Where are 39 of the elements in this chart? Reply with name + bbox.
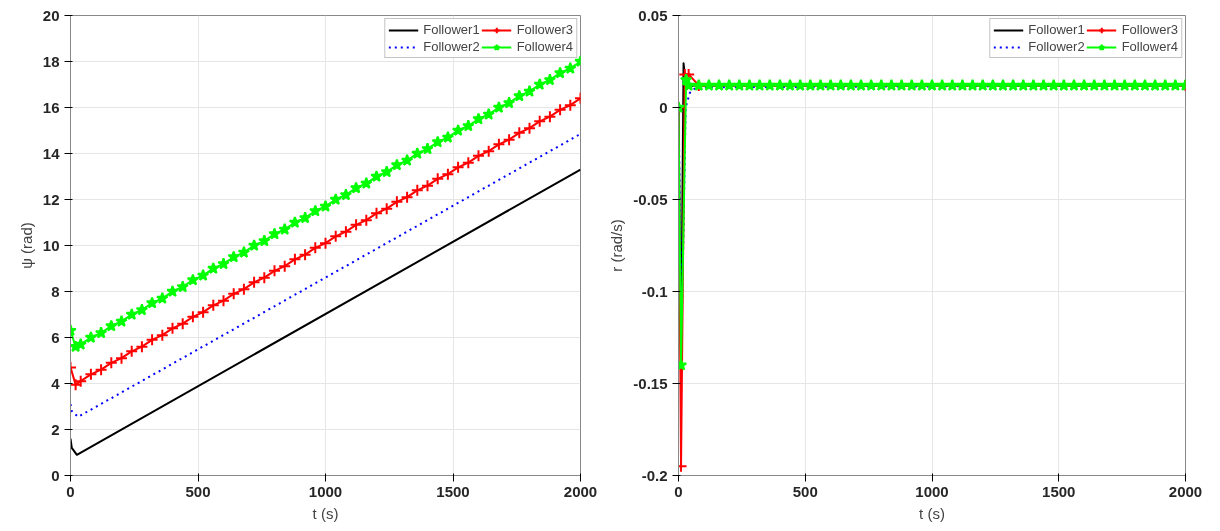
y-tick-label: 0 bbox=[51, 466, 60, 484]
legend-label: Follower1 bbox=[423, 22, 480, 37]
y-tick-label: 0.05 bbox=[638, 6, 668, 24]
y-tick-label: -0.2 bbox=[641, 466, 668, 484]
x-tick-label: 1000 bbox=[915, 482, 949, 500]
y-tick-label: 8 bbox=[51, 282, 60, 300]
y-tick-label: 20 bbox=[42, 6, 60, 24]
x-tick-label: 1500 bbox=[1042, 482, 1076, 500]
legend-label: Follower2 bbox=[1028, 39, 1085, 54]
x-tick-label: 0 bbox=[674, 482, 683, 500]
y-axis-title: ψ (rad) bbox=[17, 222, 35, 269]
x-tick-label: 1000 bbox=[308, 482, 343, 500]
y-tick-label: -0.05 bbox=[633, 190, 668, 208]
legend-label: Follower2 bbox=[423, 39, 480, 54]
x-tick-label: 2000 bbox=[563, 482, 598, 500]
x-axis-title: t (s) bbox=[919, 504, 945, 522]
y-tick-label: 18 bbox=[42, 52, 60, 70]
y-tick-label: 4 bbox=[51, 374, 61, 392]
y-axis-title: r (rad/s) bbox=[608, 219, 626, 272]
x-tick-label: 1500 bbox=[436, 482, 470, 500]
legend-label: Follower1 bbox=[1028, 22, 1085, 37]
x-tick-label: 500 bbox=[185, 482, 211, 500]
x-tick-label: 500 bbox=[792, 482, 818, 500]
y-tick-label: 12 bbox=[42, 190, 60, 208]
legend-label: Follower4 bbox=[516, 39, 573, 54]
x-tick-label: 0 bbox=[66, 482, 75, 500]
y-tick-label: 14 bbox=[42, 144, 61, 162]
legend-label: Follower4 bbox=[1121, 39, 1178, 54]
y-tick-label: 10 bbox=[42, 236, 60, 254]
y-tick-label: -0.15 bbox=[633, 374, 668, 392]
y-tick-label: 16 bbox=[42, 98, 60, 116]
y-tick-label: -0.1 bbox=[641, 282, 668, 300]
legend-label: Follower3 bbox=[1121, 22, 1178, 37]
x-tick-label: 2000 bbox=[1168, 482, 1203, 500]
y-tick-label: 0 bbox=[659, 98, 668, 116]
y-tick-label: 6 bbox=[51, 328, 60, 346]
y-tick-label: 2 bbox=[51, 420, 60, 438]
legend-label: Follower3 bbox=[516, 22, 573, 37]
x-axis-title: t (s) bbox=[312, 504, 339, 522]
